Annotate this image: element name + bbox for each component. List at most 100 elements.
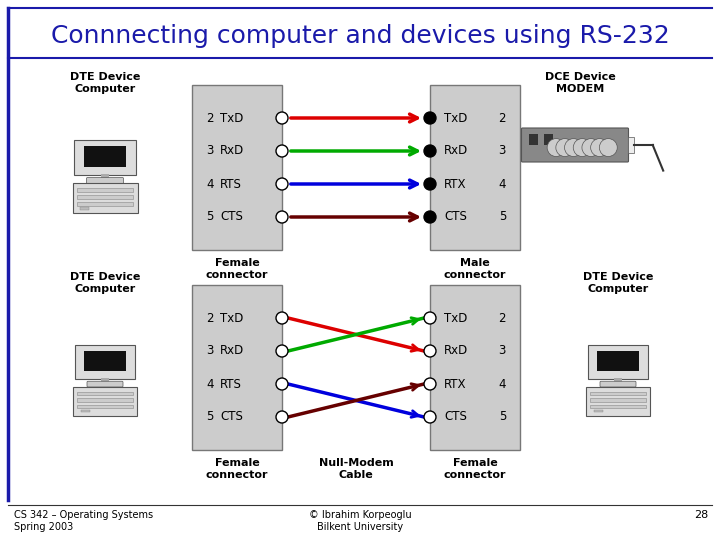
FancyBboxPatch shape <box>588 345 648 379</box>
Circle shape <box>424 112 436 124</box>
Text: 4: 4 <box>206 377 214 390</box>
Bar <box>590 399 646 402</box>
Circle shape <box>547 139 565 157</box>
Text: 28: 28 <box>694 510 708 520</box>
Text: © Ibrahim Korpeoglu
Bilkent University: © Ibrahim Korpeoglu Bilkent University <box>309 510 411 531</box>
Bar <box>76 188 133 192</box>
Text: TxD: TxD <box>444 111 467 125</box>
Bar <box>76 195 133 199</box>
Bar <box>590 392 646 395</box>
Circle shape <box>424 145 436 157</box>
FancyBboxPatch shape <box>430 85 520 250</box>
Bar <box>628 137 634 153</box>
Text: 5: 5 <box>499 410 506 423</box>
FancyBboxPatch shape <box>75 345 135 379</box>
FancyBboxPatch shape <box>521 128 629 162</box>
Circle shape <box>573 139 591 157</box>
Text: 4: 4 <box>206 178 214 191</box>
FancyBboxPatch shape <box>87 381 123 387</box>
Text: DTE Device
Computer: DTE Device Computer <box>70 272 140 294</box>
Text: RxD: RxD <box>444 145 468 158</box>
Bar <box>81 410 90 413</box>
Text: 3: 3 <box>499 145 506 158</box>
FancyBboxPatch shape <box>192 285 282 450</box>
Circle shape <box>276 211 288 223</box>
Circle shape <box>590 139 608 157</box>
Circle shape <box>424 312 436 324</box>
Text: Connnecting computer and devices using RS-232: Connnecting computer and devices using R… <box>50 24 670 48</box>
FancyBboxPatch shape <box>73 183 138 213</box>
Circle shape <box>276 345 288 357</box>
Text: 3: 3 <box>206 345 213 357</box>
Circle shape <box>424 211 436 223</box>
Circle shape <box>424 345 436 357</box>
Text: 2: 2 <box>206 312 214 325</box>
Text: RTS: RTS <box>220 377 242 390</box>
Bar <box>597 351 639 372</box>
Bar <box>78 405 132 408</box>
Circle shape <box>582 139 600 157</box>
Text: 5: 5 <box>499 211 506 224</box>
Bar <box>614 378 622 382</box>
Bar <box>101 378 109 382</box>
Bar <box>78 399 132 402</box>
Text: TxD: TxD <box>220 312 243 325</box>
Circle shape <box>556 139 574 157</box>
Circle shape <box>276 112 288 124</box>
Text: CTS: CTS <box>220 211 243 224</box>
Text: TxD: TxD <box>444 312 467 325</box>
Text: 3: 3 <box>206 145 213 158</box>
Text: Male
connector: Male connector <box>444 258 506 280</box>
Bar <box>590 405 646 408</box>
Text: Female
connector: Female connector <box>444 458 506 480</box>
Text: 2: 2 <box>206 111 214 125</box>
Text: CTS: CTS <box>444 211 467 224</box>
Bar <box>101 174 109 179</box>
Text: Female
connector: Female connector <box>206 458 269 480</box>
Circle shape <box>276 411 288 423</box>
FancyBboxPatch shape <box>430 285 520 450</box>
Text: CTS: CTS <box>220 410 243 423</box>
Text: Null-Modem
Cable: Null-Modem Cable <box>319 458 393 480</box>
Circle shape <box>424 178 436 190</box>
Text: CS 342 – Operating Systems
Spring 2003: CS 342 – Operating Systems Spring 2003 <box>14 510 153 531</box>
Text: DCE Device
MODEM: DCE Device MODEM <box>544 72 616 93</box>
FancyBboxPatch shape <box>74 140 136 175</box>
Text: 4: 4 <box>498 377 506 390</box>
Text: 4: 4 <box>498 178 506 191</box>
Text: DTE Device
Computer: DTE Device Computer <box>582 272 653 294</box>
Text: 5: 5 <box>206 410 213 423</box>
Circle shape <box>276 178 288 190</box>
Bar <box>528 134 539 145</box>
FancyBboxPatch shape <box>86 178 124 184</box>
Circle shape <box>424 378 436 390</box>
Text: RTS: RTS <box>220 178 242 191</box>
Bar <box>593 410 603 413</box>
Text: RTX: RTX <box>444 377 467 390</box>
Bar <box>80 207 89 210</box>
Text: RTX: RTX <box>444 178 467 191</box>
Text: 3: 3 <box>499 345 506 357</box>
Circle shape <box>276 378 288 390</box>
Bar <box>544 134 553 145</box>
Text: Female
connector: Female connector <box>206 258 269 280</box>
FancyBboxPatch shape <box>586 387 649 415</box>
Circle shape <box>424 411 436 423</box>
Bar <box>78 392 132 395</box>
Circle shape <box>276 145 288 157</box>
Text: TxD: TxD <box>220 111 243 125</box>
Text: 5: 5 <box>206 211 213 224</box>
Text: RxD: RxD <box>220 345 244 357</box>
Text: DTE Device
Computer: DTE Device Computer <box>70 72 140 93</box>
Bar <box>84 146 127 167</box>
Bar <box>76 202 133 206</box>
FancyBboxPatch shape <box>600 381 636 387</box>
Text: CTS: CTS <box>444 410 467 423</box>
Text: 2: 2 <box>498 312 506 325</box>
Bar <box>84 351 126 372</box>
Text: 2: 2 <box>498 111 506 125</box>
Text: RxD: RxD <box>444 345 468 357</box>
FancyBboxPatch shape <box>73 387 137 415</box>
Text: RxD: RxD <box>220 145 244 158</box>
Circle shape <box>599 139 617 157</box>
